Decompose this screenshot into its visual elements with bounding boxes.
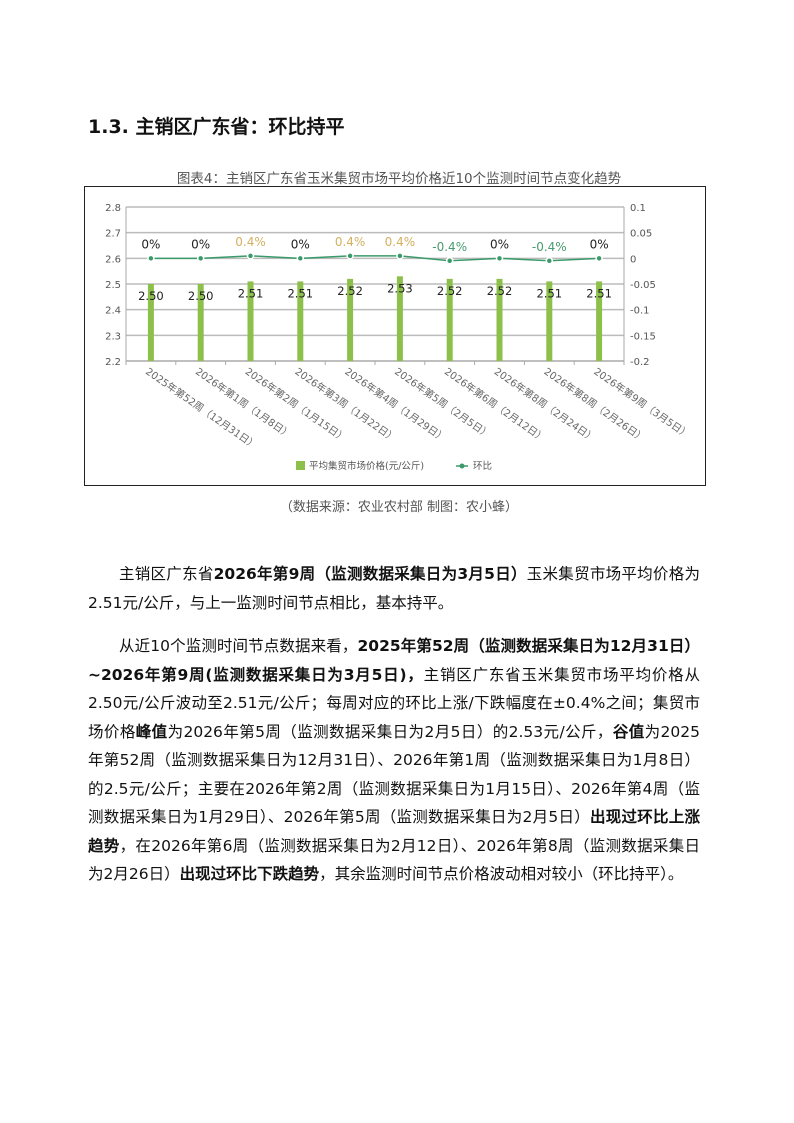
bold-text: 2025年第52周（监测数据采集日为12月31日）~2026年第9周(监测数据采… <box>88 637 700 684</box>
left-tick-label: 2.3 <box>105 331 121 342</box>
bold-text: 谷值 <box>612 722 645 741</box>
right-tick-label: -0.15 <box>630 331 656 342</box>
right-tick-label: 0.1 <box>630 203 646 214</box>
mom-value-label: 0.4% <box>385 235 416 249</box>
mom-point <box>147 254 155 263</box>
section-heading: 1.3. 主销区广东省：环比持平 <box>88 116 345 138</box>
left-tick-label: 2.5 <box>105 280 121 291</box>
mom-value-label: 0% <box>291 237 310 251</box>
bar-value-label: 2.51 <box>586 286 612 300</box>
right-tick-label: 0 <box>630 254 636 265</box>
bar-value-label: 2.52 <box>337 284 363 298</box>
text-span: 从近10个监测时间节点数据来看， <box>119 637 358 655</box>
mom-value-label: 0% <box>191 237 210 251</box>
mom-point <box>495 254 504 263</box>
mom-point <box>196 254 205 263</box>
paragraph-analysis: 从近10个监测时间节点数据来看，2025年第52周（监测数据采集日为12月31日… <box>88 632 700 889</box>
mom-point <box>595 254 603 263</box>
mom-value-label: 0% <box>490 237 509 251</box>
mom-value-label: 0% <box>141 237 160 251</box>
bar-value-label: 2.50 <box>138 289 164 303</box>
legend-line-label: 环比 <box>473 460 492 472</box>
chart-source: （数据来源：农业农村部 制图：农小蜂） <box>279 500 519 515</box>
price-bar <box>496 278 503 361</box>
x-category-label: 2026年第9周（3月5日） <box>591 365 692 441</box>
left-tick-label: 2.7 <box>105 229 121 240</box>
text-span: 为2026年第5周（监测数据采集日为2月5日）的2.53元/公斤， <box>167 722 613 741</box>
price-bar <box>247 281 254 361</box>
bar-value-label: 2.53 <box>387 281 413 295</box>
mom-value-label: 0.4% <box>235 235 266 249</box>
bar-value-label: 2.52 <box>487 284 513 298</box>
text-span: 为2025年第52周（监测数据采集日为12月31日）、2026年第1周（监测数据… <box>88 722 700 827</box>
bold-text: 2026年第9周（监测数据采集日为3月5日） <box>213 565 527 583</box>
left-tick-label: 2.2 <box>105 357 121 368</box>
text-span: 主销区广东省玉米集贸市场平均价格从2.50元/公斤波动至2.51元/公斤；每周对… <box>88 665 700 741</box>
left-tick-label: 2.6 <box>105 254 121 265</box>
mom-point <box>396 252 404 260</box>
bar-value-label: 2.52 <box>437 284 463 298</box>
mom-line <box>150 255 600 262</box>
bold-text: 峰值 <box>135 722 168 741</box>
bold-text: 出现过环比上涨趋势 <box>88 808 700 855</box>
text-span: ，在2026年第6周（监测数据采集日为2月12日）、2026年第8周（监测数据采… <box>88 836 700 884</box>
bar-value-label: 2.50 <box>188 289 214 303</box>
mom-value-label: -0.4% <box>532 240 567 254</box>
right-tick-label: 0.05 <box>630 229 652 240</box>
price-bar <box>147 284 154 361</box>
left-tick-label: 2.8 <box>105 203 121 214</box>
legend-line-dot <box>459 463 465 469</box>
mom-point <box>346 252 354 260</box>
right-tick-label: -0.05 <box>630 280 656 291</box>
left-tick-label: 2.4 <box>105 306 121 317</box>
price-bar <box>347 278 354 361</box>
bar-value-label: 2.51 <box>287 286 313 300</box>
price-bar <box>596 281 603 361</box>
mom-point <box>296 254 305 263</box>
mom-value-label: -0.4% <box>432 240 467 254</box>
paragraph-summary: 主销区广东省2026年第9周（监测数据采集日为3月5日）玉米集贸市场平均价格为2… <box>88 560 700 617</box>
text-span: 玉米集贸市场平均价格为2.51元/公斤，与上一监测时间节点相比，基本持平。 <box>88 565 700 612</box>
text-span: ，其余监测时间节点价格波动相对较小（环比持平）。 <box>319 865 684 883</box>
price-chart: 2.2 2.3 2.4 2.5 2.6 2.7 2.8 -0.2 -0.15 -0.1 -0.05 0… <box>105 203 693 472</box>
price-bar <box>446 278 453 361</box>
chart-frame <box>84 186 706 486</box>
price-bar <box>297 281 304 361</box>
mom-point <box>246 252 255 260</box>
bold-text: 出现过环比下跌趋势 <box>179 865 320 883</box>
text-span: 主销区广东省 <box>119 565 214 583</box>
bar-value-label: 2.51 <box>536 286 562 300</box>
bar-value-label: 2.51 <box>238 286 264 300</box>
right-tick-label: -0.1 <box>630 306 650 317</box>
legend-bar-swatch <box>296 461 305 470</box>
mom-point <box>445 257 454 265</box>
price-bar <box>546 281 553 361</box>
price-bar <box>396 276 403 361</box>
x-category-label: 2026年第5周（2月5日） <box>392 365 493 441</box>
legend-bar-label: 平均集贸市场价格(元/公斤) <box>309 460 424 472</box>
x-category-label: 2026年第1周（1月8日） <box>193 365 294 441</box>
mom-value-label: 0.4% <box>335 235 366 249</box>
mom-point <box>545 257 554 265</box>
chart-title: 图表4：主销区广东省玉米集贸市场平均价格近10个监测时间节点变化趋势 <box>176 171 622 187</box>
price-bar <box>197 284 204 361</box>
mom-value-label: 0% <box>590 237 609 251</box>
right-tick-label: -0.2 <box>630 357 650 368</box>
